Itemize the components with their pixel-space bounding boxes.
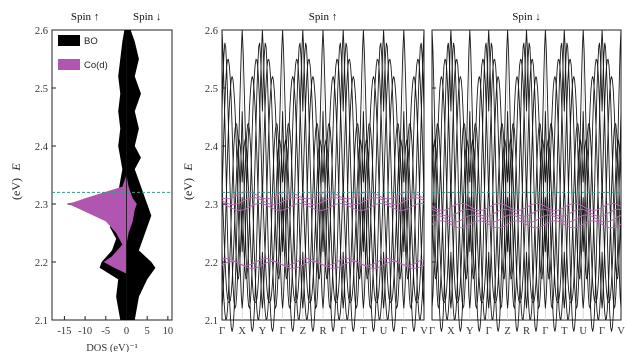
dos-spin-down-label: Spin ↓ [133,11,161,23]
band-y-tick-label: 2.1 [205,316,218,327]
band-y-axis-unit: (eV) [181,178,195,200]
black-band-line [221,42,425,310]
kpoint-label: Γ [542,326,548,337]
band-spin-down-title: Spin ↓ [512,11,540,23]
kpoint-label: Z [504,326,510,337]
dos-panel: 2.1 2.2 2.3 2.4 2.5 2.6 -15 -10 -5 0 5 10 Spin ↑ Sp… [9,11,173,352]
dos-y-tick-label: 2.6 [35,26,48,37]
dos-x-tick-label: 10 [163,326,174,337]
kpoint-label: Y [259,326,267,337]
kpoint-label: Y [466,326,474,337]
black-band-line [431,76,622,309]
band-y-tick-label: 2.4 [205,142,219,153]
black-band-line [431,122,622,321]
kpoint-label: Z [300,326,306,337]
dos-x-tick-label: -10 [78,326,92,337]
black-band-line [221,76,425,309]
dos-x-tick-label: -15 [57,326,71,337]
dos-y-axis-unit: (eV) [9,178,23,200]
dos-x-tick-label: 5 [145,326,150,337]
kpoint-label: X [238,326,246,337]
co-d-band-line [221,197,425,206]
co-d-band-line [431,202,622,211]
kpoint-label: Γ [599,326,605,337]
dos-y-axis-label: E [9,163,23,172]
kpoint-label: V [617,326,625,337]
kpoint-label: R [523,326,530,337]
band-y-tick-label: 2.6 [205,26,218,37]
legend-co-d-label: Co(d) [84,60,108,71]
kpoint-label: Γ [486,326,492,337]
black-band-line [221,29,425,332]
black-band-line [221,139,425,304]
band-y-tick-label: 2.5 [205,84,218,95]
kpoint-label: V [420,326,428,337]
legend-co-d-swatch [58,59,80,70]
kpoint-label: T [360,326,367,337]
black-band-line [431,42,622,310]
dos-x-axis-label: DOS (eV)⁻¹ [86,343,138,352]
kpoint-label: Γ [219,326,225,337]
dos-co-d-up-area [68,175,127,274]
kpoint-label: Γ [340,326,346,337]
kpoint-label: Γ [401,326,407,337]
black-band-line [431,58,622,280]
dos-x-tick-label: 0 [124,326,129,337]
dos-y-tick-label: 2.4 [35,142,49,153]
dos-bo-up-area [66,30,127,320]
kpoint-label: Γ [280,326,286,337]
dos-bo-down-area [126,30,156,320]
dos-y-tick-label: 2.1 [35,316,48,327]
black-band-line [431,139,622,304]
legend-bo-label: BO [84,36,98,47]
co-d-band-line [431,208,622,217]
dos-plot-frame [51,29,173,321]
dos-spin-up-label: Spin ↑ [71,11,99,23]
kpoint-label: U [380,326,388,337]
black-band-line [221,58,425,280]
kpoint-label: X [447,326,455,337]
co-d-band-line [221,202,425,211]
dos-y-tick-label: 2.2 [35,258,48,269]
co-d-band-line [431,220,622,229]
kpoint-label: U [579,326,587,337]
black-band-line [221,122,425,321]
dos-y-tick-label: 2.5 [35,84,48,95]
kpoint-label: T [561,326,568,337]
band-spin-up-title: Spin ↑ [309,11,337,23]
dos-x-tick-label: -5 [101,326,110,337]
kpoint-label: Γ [429,326,435,337]
dos-y-tick-label: 2.3 [35,200,48,211]
co-d-band-line [431,214,622,223]
co-d-band-line [221,257,425,267]
black-band-line [431,29,622,332]
band-structure-spin-up-panel: Γ X Y Γ Z R Γ T U Γ V 2.1 2.2 2.3 2.4 2.5 2.6 Spin ↑ E (… [181,11,428,337]
band-y-tick-label: 2.3 [205,200,218,211]
kpoint-label: R [319,326,326,337]
band-y-axis-label: E [181,163,195,172]
band-y-tick-label: 2.2 [205,258,218,269]
dos-co-d-down-area [126,175,137,274]
legend-bo-swatch [58,35,80,46]
